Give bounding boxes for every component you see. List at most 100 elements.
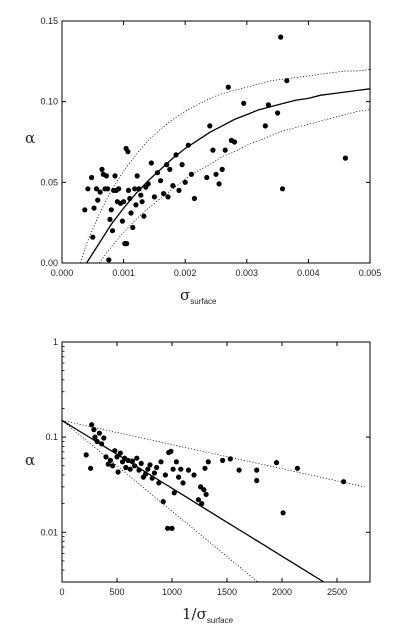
bot-data-point bbox=[103, 454, 109, 460]
top-data-point bbox=[91, 205, 97, 211]
top-data-point bbox=[207, 123, 213, 129]
bot-x-tick-label: 2500 bbox=[327, 587, 347, 597]
top-x-tick-label: 0.005 bbox=[359, 268, 382, 278]
bot-x-tick-label: 0 bbox=[59, 587, 64, 597]
bot-data-point bbox=[94, 438, 100, 445]
bot-y-tick-label: 0.01 bbox=[40, 527, 58, 537]
top-y-tick-label: 0.15 bbox=[40, 16, 58, 26]
top-data-point bbox=[148, 160, 154, 166]
top-data-point bbox=[151, 194, 157, 200]
bot-data-point bbox=[195, 497, 201, 503]
bot-data-point bbox=[134, 455, 140, 461]
bot-data-point bbox=[92, 434, 98, 440]
bot-data-point bbox=[160, 499, 166, 505]
top-data-point bbox=[170, 183, 176, 189]
bot-y-tick-label: 0.1 bbox=[45, 432, 58, 442]
bot-data-point bbox=[171, 490, 177, 496]
bot-data-point bbox=[129, 458, 135, 464]
top-y-axis-label: α bbox=[25, 129, 35, 147]
bot-data-point bbox=[202, 465, 208, 471]
top-axis-ticks: 0.000 0.001 0.002 0.003 0.004 0.005 0.00 0.05 0.… bbox=[40, 16, 381, 278]
top-x-tick-label: 0.003 bbox=[236, 268, 259, 278]
top-data-point bbox=[185, 142, 191, 148]
bot-data-point bbox=[101, 435, 107, 441]
bot-data-point bbox=[294, 465, 300, 471]
top-data-point bbox=[265, 102, 271, 108]
top-data-point bbox=[82, 207, 88, 213]
bot-data-point bbox=[191, 472, 197, 478]
top-fit-line-solid-0 bbox=[86, 88, 371, 264]
bot-data-point bbox=[115, 469, 121, 475]
bottom-axis-ticks: 0 500 1000 1500 2000 2500 0.01 0.1 1 bbox=[40, 337, 370, 597]
top-x-tick-label: 0.000 bbox=[51, 268, 74, 278]
top-data-point bbox=[95, 197, 101, 203]
top-data-point bbox=[216, 181, 222, 187]
bot-x-tick-label: 2000 bbox=[272, 587, 292, 597]
bot-data-point bbox=[107, 457, 113, 463]
bot-data-point bbox=[254, 467, 260, 473]
bot-x-tick-label: 500 bbox=[109, 587, 124, 597]
bot-data-point bbox=[145, 466, 151, 472]
bot-data-point bbox=[205, 459, 211, 465]
top-y-tick-label: 0.00 bbox=[40, 258, 58, 268]
top-fit-lines bbox=[80, 69, 371, 264]
top-data-point bbox=[108, 207, 114, 213]
top-data-point bbox=[176, 187, 182, 193]
bot-data-point bbox=[136, 467, 142, 473]
bot-data-point bbox=[132, 463, 138, 469]
bot-data-point bbox=[91, 427, 97, 433]
top-data-point bbox=[85, 186, 91, 192]
top-data-point bbox=[275, 110, 281, 116]
top-data-point bbox=[167, 166, 173, 172]
bot-data-point bbox=[203, 491, 209, 497]
top-data-point bbox=[134, 173, 140, 179]
top-data-point bbox=[278, 34, 284, 40]
bottom-data-points bbox=[83, 422, 347, 531]
bot-data-point bbox=[220, 457, 226, 463]
top-data-point bbox=[284, 78, 290, 84]
bot-data-point bbox=[127, 466, 133, 472]
top-data-point bbox=[165, 194, 171, 200]
bot-x-tick-label: 1500 bbox=[217, 587, 237, 597]
top-data-point bbox=[124, 241, 130, 247]
bot-data-point bbox=[201, 487, 207, 493]
top-data-point bbox=[133, 202, 139, 208]
top-data-point bbox=[109, 228, 116, 234]
top-data-point bbox=[154, 170, 161, 176]
top-data-point bbox=[173, 152, 179, 158]
bot-data-point bbox=[156, 480, 162, 486]
top-data-point bbox=[231, 139, 238, 145]
top-data-point bbox=[188, 171, 194, 177]
bot-data-point bbox=[176, 474, 182, 480]
top-data-point bbox=[145, 181, 151, 187]
top-data-point bbox=[139, 199, 145, 205]
bot-data-point bbox=[96, 430, 102, 436]
top-data-point bbox=[164, 162, 170, 168]
top-data-point bbox=[106, 257, 112, 263]
bot-data-point bbox=[170, 466, 176, 472]
top-y-tick-label: 0.10 bbox=[40, 97, 58, 107]
top-data-point bbox=[116, 186, 122, 192]
top-x-tick-label: 0.002 bbox=[174, 268, 197, 278]
bot-data-point bbox=[341, 479, 347, 485]
bot-data-point bbox=[168, 448, 174, 454]
bot-data-point bbox=[89, 422, 95, 428]
top-data-point bbox=[103, 173, 109, 179]
bot-data-point bbox=[165, 525, 171, 531]
top-data-point bbox=[128, 210, 134, 216]
bot-data-point bbox=[273, 460, 280, 466]
bot-data-point bbox=[158, 459, 164, 465]
top-scatter-panel: 0.000 0.001 0.002 0.003 0.004 0.005 0.00 0.05 0.… bbox=[25, 16, 381, 306]
bot-fit-line-solid-0 bbox=[61, 419, 325, 583]
top-data-point bbox=[210, 147, 216, 153]
top-data-point bbox=[213, 171, 219, 177]
top-data-point bbox=[342, 155, 348, 161]
top-data-point bbox=[89, 174, 95, 181]
top-data-point bbox=[279, 186, 286, 192]
bot-data-point bbox=[114, 454, 120, 460]
top-data-point bbox=[138, 192, 144, 198]
top-data-point bbox=[241, 100, 247, 106]
bot-data-point bbox=[143, 471, 149, 477]
